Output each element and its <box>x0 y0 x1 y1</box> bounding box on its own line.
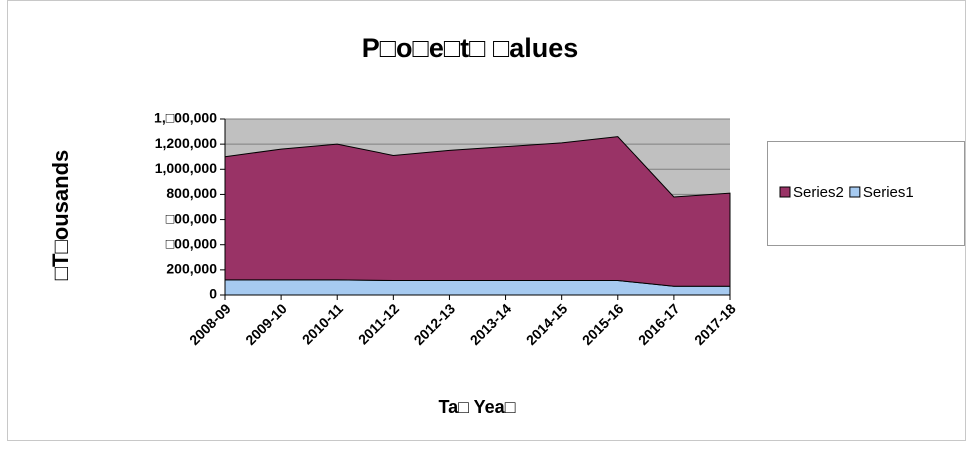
y-tick-label: 1,□00,000 <box>154 110 217 126</box>
y-tick-label: □00,000 <box>166 210 217 226</box>
area <box>224 136 731 287</box>
legend-swatch <box>779 186 791 198</box>
legend-label: Series1 <box>863 184 914 201</box>
legend-swatch <box>849 186 861 198</box>
x-axis-label: Ta□ Yea□ <box>438 397 515 417</box>
y-tick-label: 1,000,000 <box>155 160 217 176</box>
y-tick-label: 800,000 <box>166 185 217 201</box>
y-tick-label: 1,200,000 <box>155 135 217 151</box>
legend-box <box>767 141 965 246</box>
y-tick-label: 200,000 <box>166 261 217 277</box>
legend-label: Series2 <box>793 184 844 201</box>
chart-title: P□o□e□t□ □alues <box>362 33 579 63</box>
y-tick-label: □00,000 <box>166 235 217 251</box>
y-axis-label: □T□ousands <box>48 150 73 280</box>
y-tick-label: 0 <box>209 286 217 302</box>
